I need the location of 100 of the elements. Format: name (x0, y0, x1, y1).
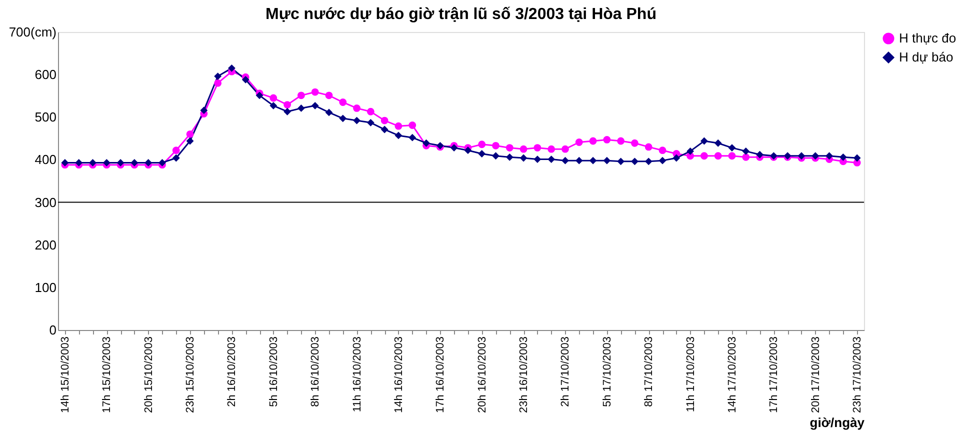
point (366, 108, 374, 116)
point (575, 138, 583, 146)
point (394, 122, 402, 130)
point (853, 154, 861, 162)
point (742, 153, 750, 161)
x-tick-label: 20h 17/10/2003 (810, 336, 822, 413)
x-tick-label: 23h 16/10/2003 (518, 336, 530, 413)
point (575, 156, 583, 164)
point (130, 158, 138, 166)
x-tick-label: 11h 17/10/2003 (684, 336, 697, 412)
y-tick-label: 500 (34, 110, 56, 125)
point (256, 92, 264, 100)
x-tick-label: 20h 15/10/2003 (142, 336, 155, 413)
x-tick-label: 11h 16/10/2003 (351, 336, 364, 412)
x-tick-label: 17h 15/10/2003 (101, 336, 114, 413)
point (617, 137, 625, 145)
point (366, 118, 374, 126)
point (631, 158, 638, 166)
x-tick-label: 17h 17/10/2003 (768, 336, 780, 413)
y-tick-label: 300 (34, 194, 56, 210)
x-tick-label: 14h 17/10/2003 (726, 336, 738, 413)
x-tick-label: 23h 15/10/2003 (184, 336, 197, 413)
point (214, 72, 222, 80)
y-tick-label: 100 (34, 280, 56, 295)
point (380, 116, 388, 124)
y-tick-label: 0 (49, 322, 56, 338)
point (394, 132, 402, 140)
chart-title: Mực nước dự báo giờ trận lũ số 3/2003 tại Hòa Phú (266, 6, 656, 23)
point (644, 158, 652, 166)
point (408, 134, 416, 142)
point (297, 104, 305, 112)
point (408, 122, 416, 129)
point (728, 144, 736, 152)
point (686, 147, 694, 155)
point (325, 92, 333, 100)
point (714, 139, 722, 147)
point (534, 156, 542, 163)
point (756, 150, 764, 158)
point (339, 98, 347, 106)
point (644, 143, 652, 151)
y-tick-label: 400 (34, 152, 56, 168)
point (89, 158, 96, 166)
point (658, 146, 666, 154)
point (311, 102, 319, 110)
point (75, 158, 83, 166)
point (311, 88, 319, 96)
point (589, 137, 597, 145)
point (492, 142, 500, 150)
point (589, 156, 597, 164)
point (548, 156, 556, 163)
point (214, 79, 222, 87)
point (450, 144, 458, 152)
point (478, 150, 486, 158)
y-tick-label: 600 (34, 67, 56, 82)
point (102, 158, 110, 166)
point (700, 137, 708, 145)
x-tick-label: 2h 16/10/2003 (226, 336, 238, 407)
legend-label: H dự báo (899, 50, 954, 64)
point (520, 154, 528, 162)
x-tick-label: 17h 16/10/2003 (434, 336, 447, 413)
point (228, 64, 236, 72)
point (534, 144, 542, 152)
x-tick-label: 20h 16/10/2003 (476, 336, 488, 413)
point (186, 137, 194, 145)
point (270, 94, 278, 102)
point (380, 126, 388, 134)
point (826, 152, 833, 160)
x-tick-label: 2h 17/10/2003 (560, 336, 572, 407)
point (339, 114, 347, 122)
point (284, 108, 291, 116)
point (172, 154, 180, 162)
x-tick-label: 5h 17/10/2003 (601, 336, 614, 407)
legend-label: H thực đo (899, 30, 956, 46)
x-tick-label: 14h 16/10/2003 (392, 336, 405, 413)
point (631, 139, 638, 147)
point (353, 116, 360, 124)
point (172, 146, 180, 154)
point (562, 156, 569, 164)
point (325, 108, 333, 116)
point (464, 146, 472, 154)
point (658, 156, 666, 164)
point (478, 140, 486, 148)
point (839, 153, 847, 161)
x-tick-label: 8h 16/10/2003 (310, 336, 322, 407)
point (506, 153, 514, 161)
point (548, 145, 556, 153)
point (422, 139, 430, 147)
point (520, 145, 528, 153)
x-tick-label: 14h 15/10/2003 (59, 336, 72, 413)
point (284, 101, 291, 108)
point (61, 158, 69, 166)
point (158, 158, 166, 166)
point (297, 92, 305, 100)
point (186, 130, 194, 138)
x-axis-title: giờ/ngày (810, 414, 866, 430)
point (492, 152, 500, 160)
point (562, 145, 569, 153)
point (242, 76, 250, 84)
point (116, 158, 124, 166)
point (672, 154, 680, 162)
